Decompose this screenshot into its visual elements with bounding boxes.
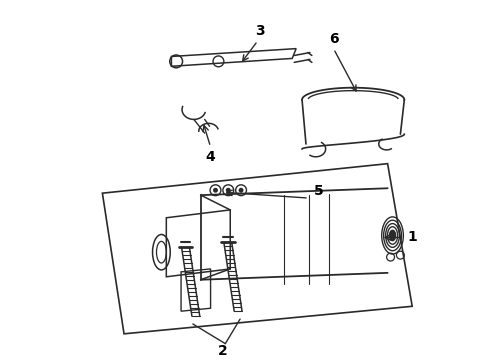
- Ellipse shape: [390, 231, 395, 240]
- Text: 1: 1: [407, 230, 417, 244]
- Circle shape: [226, 188, 231, 193]
- Text: 6: 6: [329, 32, 338, 46]
- Circle shape: [239, 188, 244, 193]
- Text: 3: 3: [255, 24, 265, 38]
- Text: 2: 2: [218, 343, 227, 357]
- Circle shape: [213, 188, 218, 193]
- Text: 4: 4: [206, 150, 216, 164]
- Text: 5: 5: [314, 184, 323, 198]
